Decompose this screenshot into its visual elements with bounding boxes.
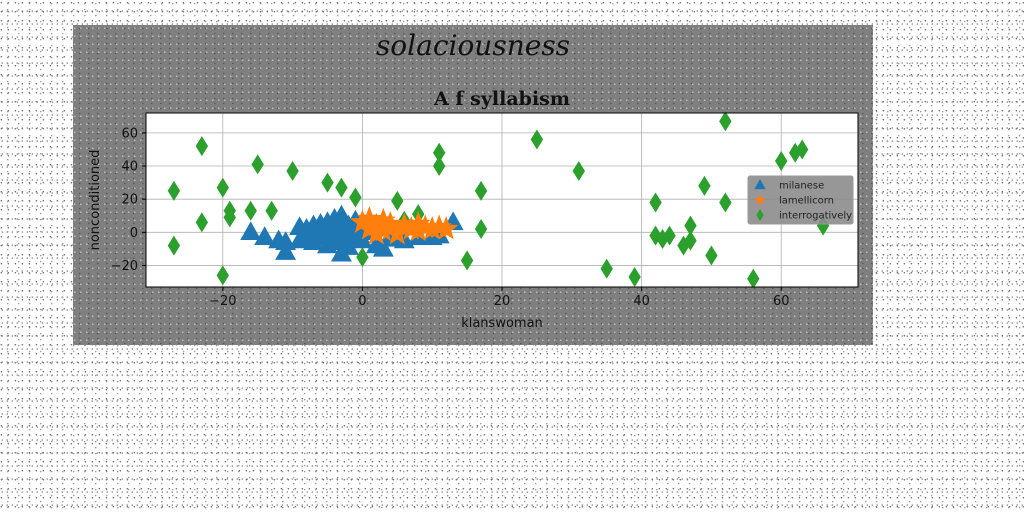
series-milanese: [240, 204, 464, 262]
figure: solaciousness A f syllabism −20 0 20 40 60 −…: [73, 25, 873, 345]
interrogatively-point: [265, 200, 278, 221]
y-tick-label: −20: [111, 259, 138, 274]
legend-label-lamellicorn: lamellicorn: [779, 196, 834, 207]
lamellicorn-point: [357, 206, 382, 230]
interrogatively-point: [684, 215, 697, 236]
lamellicorn-point: [405, 217, 431, 242]
interrogatively-point: [530, 129, 544, 150]
interrogatively-point: [321, 172, 334, 193]
legend: milanese lamellicorn interrogatively: [747, 175, 854, 225]
interrogatively-point: [649, 225, 662, 246]
lamellicorn-point: [391, 212, 417, 237]
legend-marker-milanese: [754, 179, 766, 190]
interrogatively-point: [356, 247, 369, 268]
x-tick-label: 40: [633, 294, 650, 309]
interrogatively-point: [656, 228, 669, 249]
legend-marker-interrogatively: [756, 209, 764, 221]
legend-box: [747, 175, 854, 225]
y-tick-label: 60: [121, 126, 138, 141]
legend-label-interrogatively: interrogatively: [779, 211, 852, 222]
interrogatively-point: [719, 111, 732, 132]
interrogatively-point: [572, 161, 585, 181]
chart-title: A f syllabism: [433, 88, 570, 110]
interrogatively-point: [223, 207, 236, 228]
series-lamellicorn: [350, 206, 459, 245]
lamellicorn-point: [363, 220, 389, 245]
interrogatively-point: [335, 177, 348, 198]
x-axis-label: klanswoman: [461, 316, 543, 331]
interrogatively-point: [251, 154, 264, 175]
x-tick-label: −20: [209, 294, 236, 309]
y-tick-label: 20: [121, 193, 138, 208]
interrogatively-point: [167, 235, 181, 256]
interrogatively-point: [195, 136, 209, 157]
lamellicorn-point: [350, 209, 375, 233]
milanese-point: [428, 224, 450, 244]
interrogatively-point: [474, 219, 488, 239]
interrogatively-point: [391, 190, 404, 211]
lamellicorn-point: [384, 220, 410, 245]
interrogatively-point: [432, 156, 446, 177]
milanese-point: [254, 226, 276, 245]
interrogatively-point: [698, 175, 711, 196]
interrogatively-point: [216, 177, 229, 198]
x-tick-label: 0: [358, 294, 366, 309]
interrogatively-point: [788, 142, 802, 163]
scatter-chart: solaciousness A f syllabism −20 0 20 40 60 −…: [88, 29, 859, 331]
interrogatively-point: [684, 230, 697, 251]
interrogatively-point: [775, 151, 788, 172]
y-axis: −20 0 20 40 60: [111, 126, 146, 274]
legend-marker-lamellicorn: [754, 194, 766, 205]
interrogatively-point: [474, 180, 488, 201]
interrogatively-point: [705, 245, 718, 266]
interrogatively-point: [244, 200, 257, 221]
milanese-point: [372, 237, 394, 257]
data-marks: [167, 111, 830, 289]
y-axis-label: nonconditioned: [88, 150, 103, 251]
figure-suptitle: solaciousness: [376, 29, 570, 62]
interrogatively-point: [747, 268, 760, 289]
milanese-point: [275, 241, 297, 260]
interrogatively-point: [719, 192, 732, 213]
lamellicorn-point: [357, 216, 382, 240]
interrogatively-point: [677, 235, 690, 256]
interrogatively-point: [600, 258, 613, 279]
interrogatively-point: [432, 142, 446, 163]
interrogatively-point: [460, 250, 474, 271]
y-tick-label: 0: [130, 226, 138, 241]
legend-label-milanese: milanese: [779, 181, 824, 192]
interrogatively-point: [649, 192, 662, 213]
interrogatively-point: [628, 267, 641, 288]
x-axis: −20 0 20 40 60: [209, 287, 789, 309]
lamellicorn-point: [433, 216, 459, 240]
y-tick-label: 40: [121, 160, 138, 175]
milanese-point: [240, 221, 262, 241]
milanese-point: [337, 236, 359, 255]
interrogatively-point: [795, 139, 809, 160]
lamellicorn-point: [377, 216, 403, 240]
x-tick-label: 60: [773, 294, 790, 309]
grid: [146, 113, 858, 287]
interrogatively-point: [286, 161, 299, 181]
interrogatively-point: [216, 265, 229, 286]
lamellicorn-point: [370, 217, 396, 242]
interrogatively-point: [195, 212, 209, 233]
interrogatively-point: [349, 187, 362, 208]
lamellicorn-point: [419, 216, 445, 240]
interrogatively-point: [167, 180, 181, 201]
interrogatively-point: [663, 225, 676, 246]
x-tick-label: 20: [494, 294, 511, 309]
